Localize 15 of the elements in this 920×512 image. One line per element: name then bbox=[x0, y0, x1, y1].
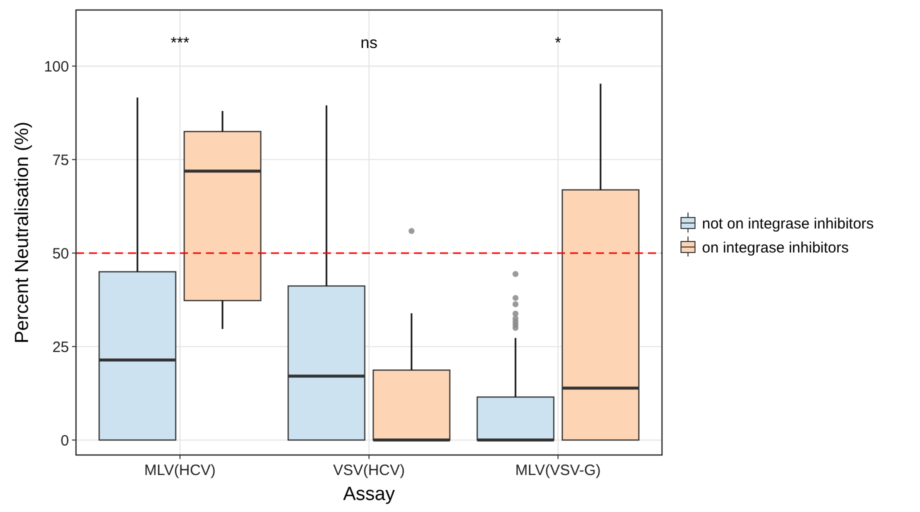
x-tick-label: MLV(VSV-G) bbox=[515, 462, 601, 479]
legend-label: not on integrase inhibitors bbox=[702, 215, 874, 232]
y-tick-label: 50 bbox=[52, 245, 69, 262]
annotation: * bbox=[554, 35, 562, 52]
annotation: *** bbox=[170, 35, 190, 52]
y-tick-label: 75 bbox=[52, 152, 69, 169]
y-tick-label: 0 bbox=[60, 432, 69, 450]
x-tick-label: MLV(HCV) bbox=[144, 462, 216, 479]
y-tick-label: 100 bbox=[44, 58, 69, 76]
legend-label: on integrase inhibitors bbox=[702, 239, 849, 256]
annotation: ns bbox=[360, 35, 378, 52]
y-tick-label: 25 bbox=[52, 338, 69, 356]
x-axis-title: Assay bbox=[343, 484, 396, 505]
x-tick-label: VSV(HCV) bbox=[333, 462, 405, 479]
y-axis-title: Percent Neutralisation (%) bbox=[12, 122, 33, 344]
